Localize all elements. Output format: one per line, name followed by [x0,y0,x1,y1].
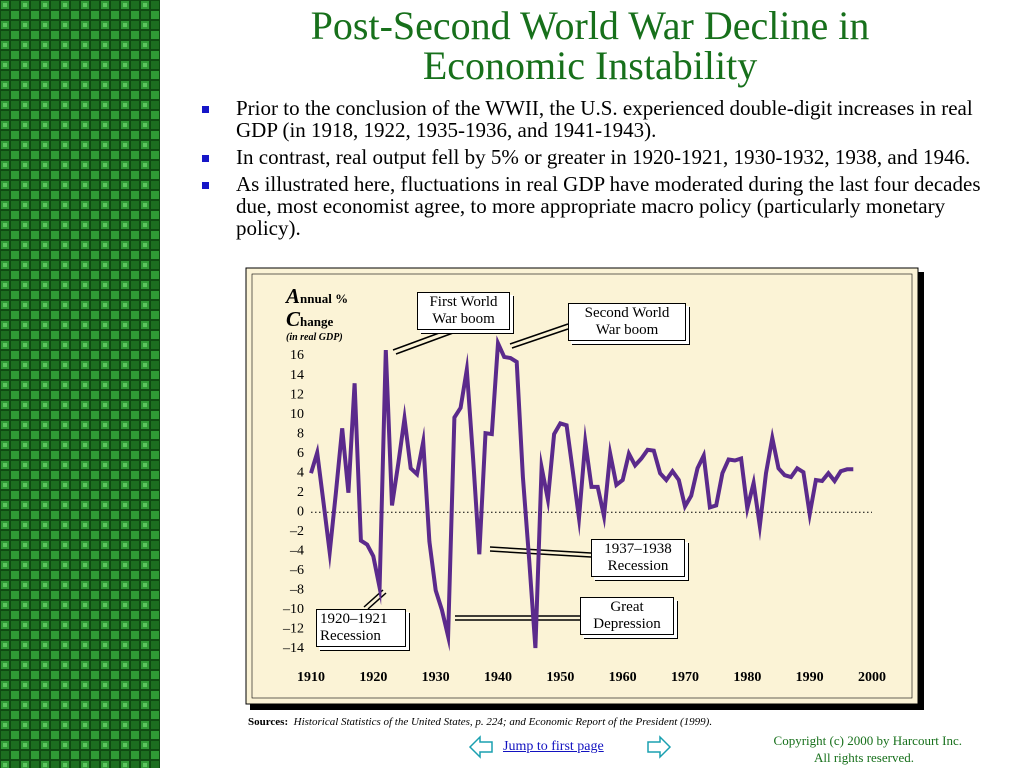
annotation: 1937–1938 Recession [591,539,685,577]
y-tick-label: –6 [289,563,304,578]
y-tick-label: 12 [290,387,304,402]
side-pattern [0,0,160,768]
x-tick-label: 2000 [858,670,886,685]
x-tick-label: 1990 [796,670,824,685]
y-tick-label: 10 [290,407,304,422]
slide-title: Post-Second World War Decline in Economi… [310,3,870,88]
y-axis-title: Annual % Change (in real GDP) [286,284,349,343]
y-tick-label: 0 [297,504,304,519]
x-tick-label: 1930 [422,670,450,685]
bullet: Prior to the conclusion of the WWII, the… [200,97,990,141]
gdp-line [309,335,854,652]
x-tick-label: 1980 [733,670,761,685]
y-tick-label: –8 [289,583,304,598]
annotation: Great Depression [580,597,674,635]
nav-arrows[interactable] [468,735,672,759]
leader [367,592,387,610]
y-tick-label: 16 [290,348,304,363]
sources-text: Historical Statistics of the United Stat… [293,716,713,728]
leader [392,328,451,351]
annotation: 1920–1921 Recession [316,609,406,647]
annotation: First World War boom [417,292,510,330]
panel-inner-border [251,273,913,699]
annotation: Second World War boom [568,303,686,341]
y-tick-label: –4 [289,544,304,559]
y-tick-label: –10 [282,602,304,617]
y-tick-label: –12 [282,622,304,637]
y-tick-label: 14 [290,368,304,383]
y-tick-label: –14 [282,641,304,656]
prev-arrow[interactable] [468,735,493,759]
nav-link[interactable]: Jump to first page [503,739,604,754]
x-tick-label: 1940 [484,670,512,685]
bullet-list: Prior to the conclusion of the WWII, the… [200,97,990,244]
next-arrow[interactable] [647,735,672,759]
bullet: In contrast, real output fell by 5% or g… [200,146,990,168]
y-tick-label: 4 [297,465,304,480]
x-tick-label: 1920 [359,670,387,685]
x-tick-label: 1960 [609,670,637,685]
y-axis-title-line: Annual % [286,284,349,308]
y-axis-title-line: Change [286,307,334,331]
sources-label: Sources: [248,716,289,728]
leader [509,323,569,345]
y-tick-label: –2 [289,524,304,539]
y-tick-label: 6 [297,446,304,461]
leader [511,328,569,349]
sources: Sources: Historical Statistics of the Un… [248,716,712,728]
leader [395,332,454,355]
x-tick-label: 1910 [297,670,325,685]
bullet: As illustrated here, fluctuations in rea… [200,173,990,239]
copyright: All rights reserved. [813,750,914,765]
y-tick-label: 8 [297,426,304,441]
y-axis-note: (in real GDP) [286,332,343,343]
x-tick-label: 1970 [671,670,699,685]
copyright: Copyright (c) 2000 by Harcourt Inc. [773,733,962,748]
x-tick-label: 1950 [546,670,574,685]
y-tick-label: 2 [297,485,304,500]
